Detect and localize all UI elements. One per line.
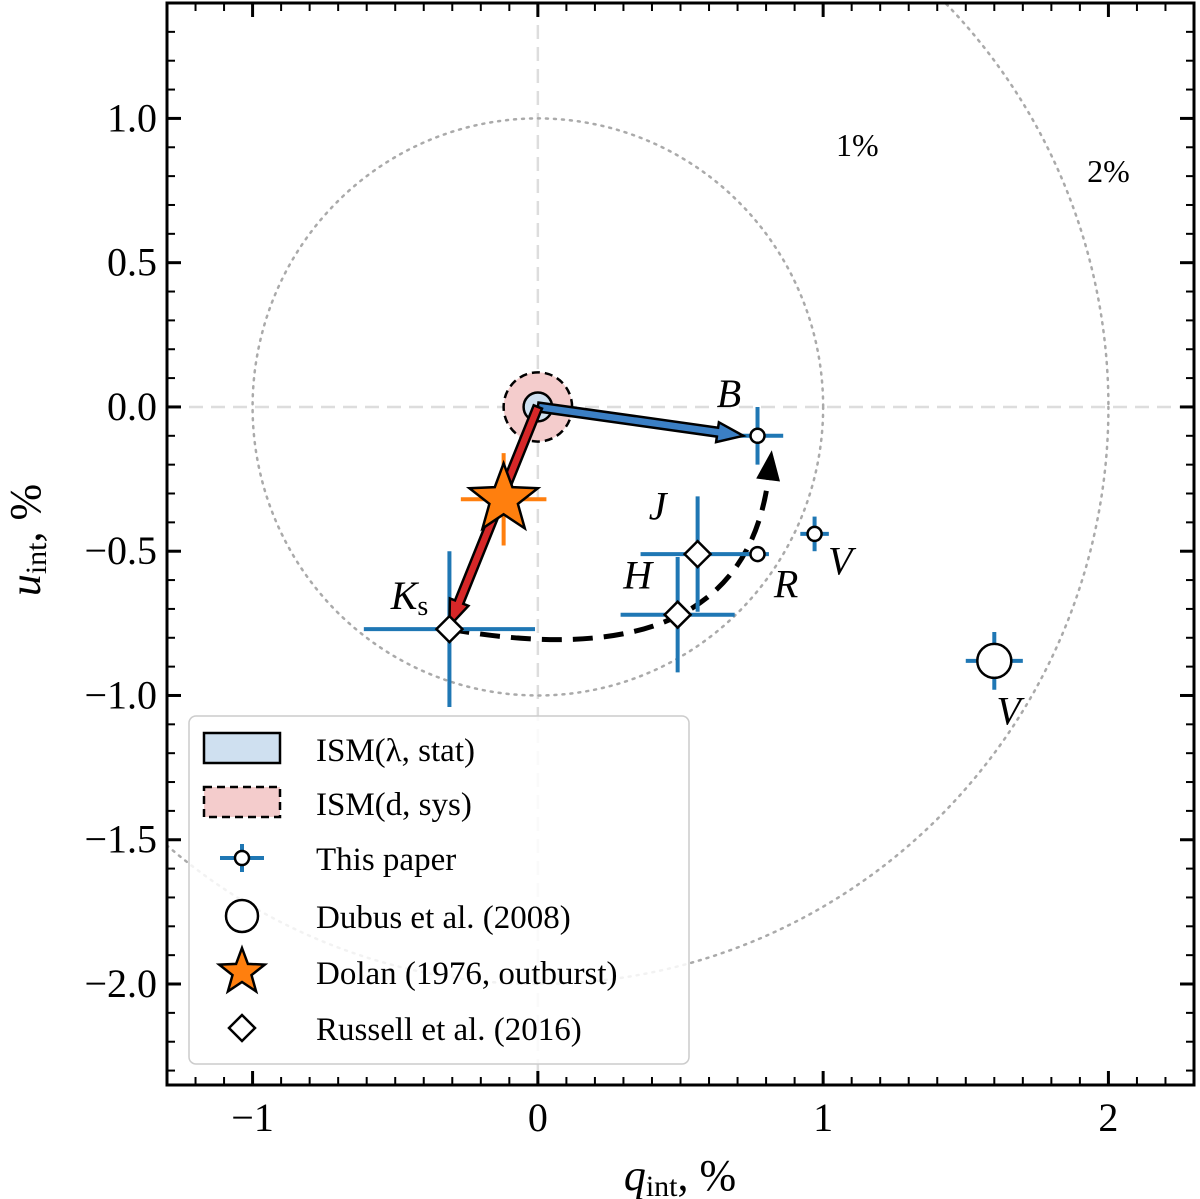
russell-et-al-2016-ks-label-main: K	[390, 573, 420, 618]
legend-symbol-dubus	[224, 898, 260, 934]
russell-et-al-2016-ks-label-sub: s	[417, 591, 428, 622]
legend-label-ism-stat: ISM(λ, stat)	[316, 733, 475, 769]
legend-symbol-ism-sys	[202, 785, 282, 819]
y-axis-label: uint, %	[1, 484, 53, 596]
legend-label-this-paper: This paper	[316, 842, 456, 878]
legend-symbols	[202, 731, 282, 1043]
dolan-1976-outburst-marker	[465, 459, 542, 532]
x-tick-label: 0	[528, 1095, 548, 1140]
this-paper-b-marker	[749, 427, 766, 445]
reference-circle-label-1pct: 1%	[836, 127, 879, 163]
dubus-et-al-2008-v-label: V	[996, 688, 1025, 733]
legend-label-dolan: Dolan (1976, outburst)	[316, 956, 618, 992]
russell-et-al-2016-j-label-main: J	[649, 483, 669, 528]
russell-et-al-2016-ks-label: Ks	[390, 573, 429, 622]
legend: ISM(λ, stat) ISM(d, sys) This paper Dubu…	[188, 715, 690, 1065]
legend-symbol-russell	[227, 1013, 257, 1043]
russell-et-al-2016-ks-marker	[434, 614, 465, 644]
legend-box	[188, 715, 690, 1065]
reference-circle-label-2pct: 2%	[1087, 153, 1130, 189]
legend-symbol-dolan	[215, 944, 269, 995]
legend-label-ism-sys: ISM(d, sys)	[316, 787, 472, 823]
y-tick-label: 0.0	[107, 384, 157, 429]
legend-symbol-ism-stat	[202, 731, 282, 765]
this-paper-r-label-main: R	[773, 561, 798, 606]
y-tick-label: 0.5	[107, 240, 157, 285]
y-tick-label: 1.0	[107, 95, 157, 140]
tick-labels: −1 0 1 2 1.0 0.5 0.0 −0.5 −1.0 −1.5 −2.0	[84, 95, 1118, 1140]
x-tick-label: 1	[813, 1095, 833, 1140]
this-paper-r-label: R	[773, 561, 798, 606]
y-tick-label: −0.5	[84, 528, 157, 573]
dubus-et-al-2008-v-marker	[976, 642, 1013, 680]
this-paper-v-marker	[806, 525, 823, 543]
russell-et-al-2016-h-label: H	[622, 553, 654, 598]
russell-et-al-2016-h-marker	[662, 599, 693, 630]
x-tick-label: −1	[231, 1095, 274, 1140]
russell-et-al-2016-h-label-main: H	[622, 553, 654, 598]
russell-et-al-2016-j-label: J	[649, 483, 669, 528]
this-paper-v-label-main: V	[828, 538, 857, 583]
dubus-et-al-2008-v-label-main: V	[996, 688, 1025, 733]
wavelength-trend-arrowhead	[756, 450, 781, 482]
ism-vector-b	[535, 401, 747, 444]
this-paper-r-marker	[749, 545, 766, 563]
reference-circle-1pct	[251, 117, 825, 697]
legend-label-russell: Russell et al. (2016)	[316, 1012, 582, 1048]
plot-frame	[165, 1, 1196, 1087]
this-paper-v-label: V	[828, 538, 857, 583]
y-tick-label: −1.5	[84, 817, 157, 862]
this-paper-b-label: B	[717, 371, 741, 416]
legend-symbol-this-paper	[233, 849, 251, 867]
russell-et-al-2016-j-marker	[682, 539, 713, 569]
y-tick-label: −2.0	[84, 961, 157, 1006]
x-axis-label: qint, %	[624, 1151, 736, 1199]
this-paper-b-label-main: B	[717, 371, 741, 416]
legend-label-dubus: Dubus et al. (2008)	[316, 900, 571, 936]
y-tick-label: −1.0	[84, 672, 157, 717]
reference-circle-2pct	[167, 3, 1110, 986]
x-tick-label: 2	[1098, 1095, 1118, 1140]
